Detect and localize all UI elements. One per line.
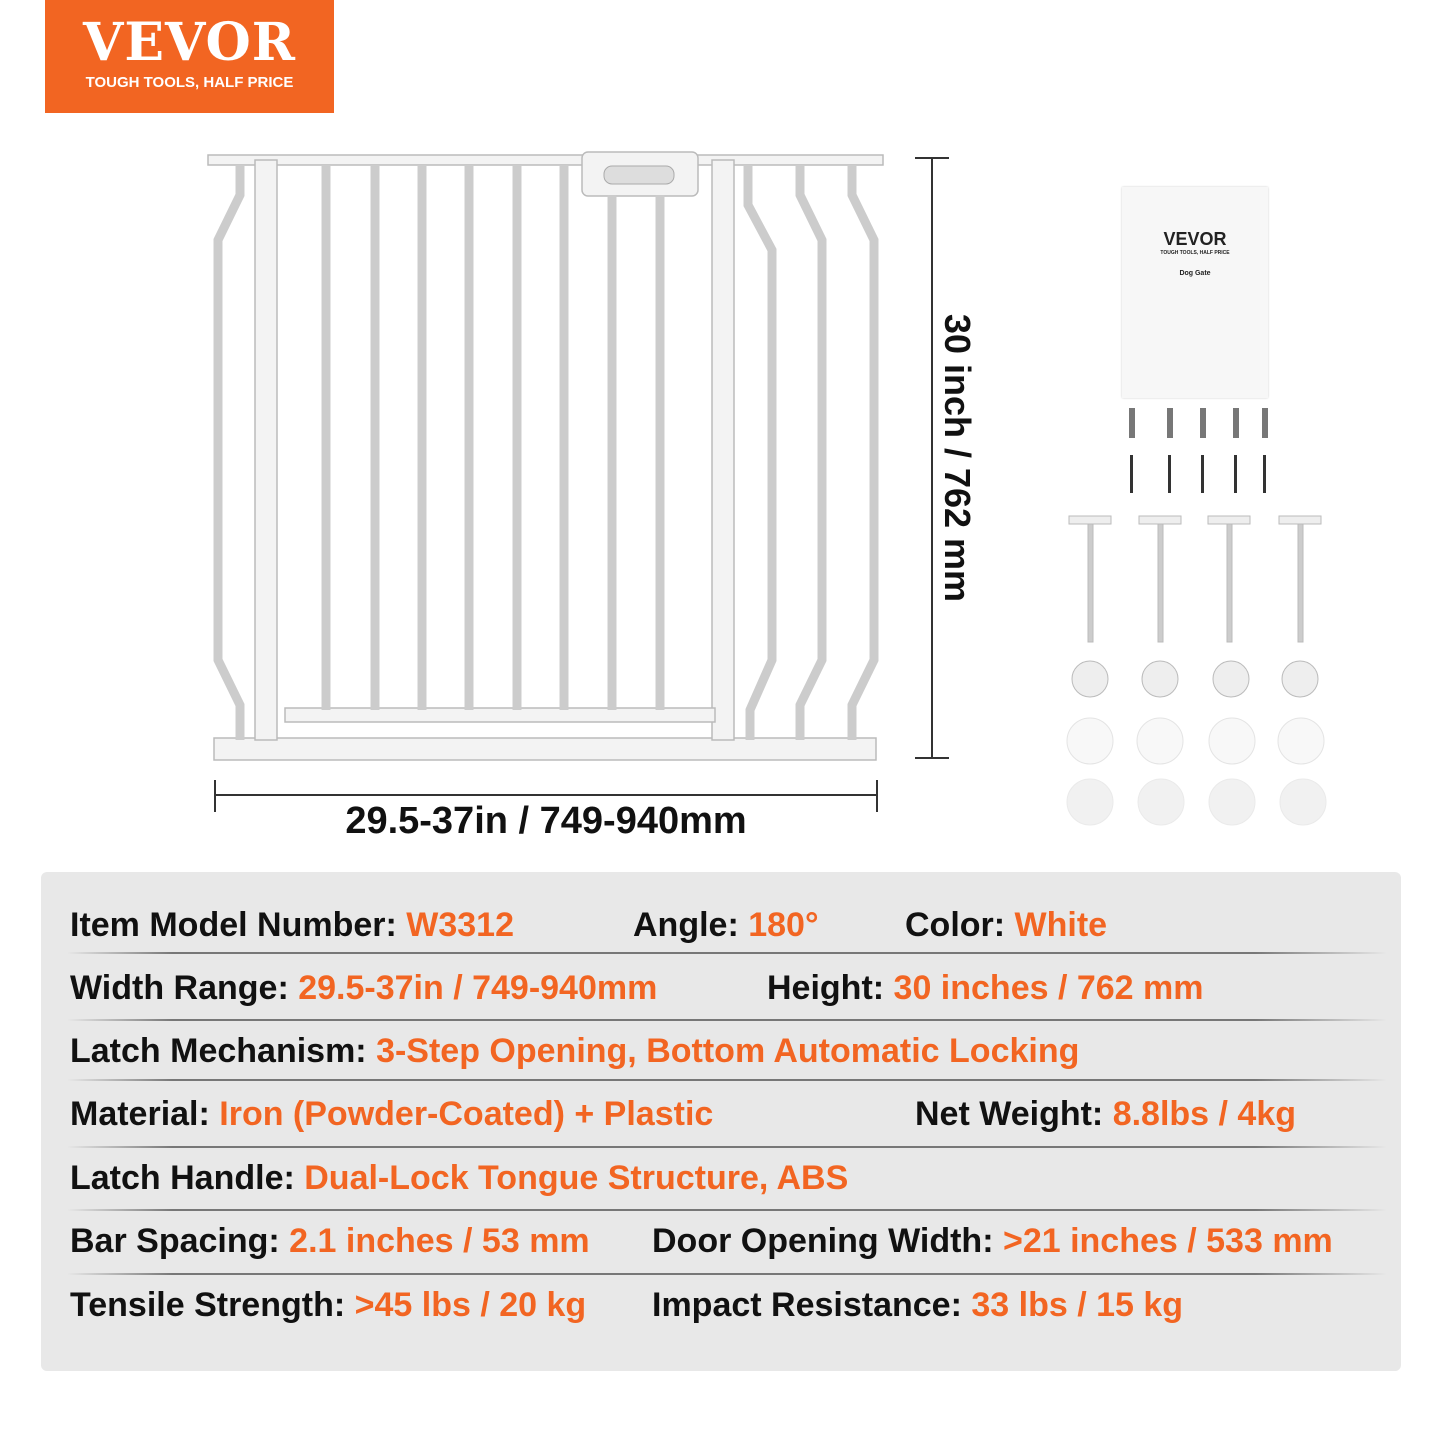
pressure-bolts <box>1066 515 1327 826</box>
spec-material: Material: Iron (Powder-Coated) + Plastic <box>70 1095 714 1133</box>
divider <box>67 1019 1387 1021</box>
manual-title: Dog Gate <box>1179 270 1211 277</box>
manual-brand: VEVOR <box>1163 229 1227 249</box>
manual-tagline: TOUGH TOOLS, HALF PRICE <box>1160 250 1230 256</box>
spec-tensile-strength: Tensile Strength: >45 lbs / 20 kg <box>70 1286 587 1324</box>
divider <box>67 1209 1387 1211</box>
spec-color: Color: White <box>905 906 1108 944</box>
spec-bar-spacing: Bar Spacing: 2.1 inches / 53 mm <box>70 1222 590 1260</box>
instruction-manual: VEVOR TOUGH TOOLS, HALF PRICE Dog Gate <box>1122 187 1268 398</box>
logo-brand: VEVOR <box>83 12 296 73</box>
spec-height: Height: 30 inches / 762 mm <box>767 969 1204 1007</box>
spec-net-weight: Net Weight: 8.8lbs / 4kg <box>915 1095 1297 1133</box>
divider <box>67 1079 1387 1081</box>
spec-latch-handle: Latch Handle: Dual-Lock Tongue Structure… <box>70 1159 849 1197</box>
screws-and-anchors <box>1129 408 1268 493</box>
divider <box>67 952 1387 954</box>
specifications-panel: Item Model Number: W3312 Angle: 180° Col… <box>41 872 1401 1371</box>
spec-door-opening-width: Door Opening Width: >21 inches / 533 mm <box>652 1222 1333 1260</box>
spec-latch-mechanism: Latch Mechanism: 3-Step Opening, Bottom … <box>70 1032 1080 1070</box>
height-dimension-label: 30 inch / 762 mm <box>937 313 978 603</box>
vevor-logo: VEVOR TOUGH TOOLS, HALF PRICE <box>45 0 334 113</box>
logo-tagline: TOUGH TOOLS, HALF PRICE <box>85 74 294 91</box>
spec-impact-resistance: Impact Resistance: 33 lbs / 15 kg <box>652 1286 1184 1324</box>
gate-illustration <box>207 151 1327 826</box>
spec-width-range: Width Range: 29.5-37in / 749-940mm <box>70 969 658 1007</box>
width-dimension-label: 29.5-37in / 749-940mm <box>345 800 747 842</box>
divider <box>67 1273 1387 1275</box>
spec-model: Item Model Number: W3312 <box>70 906 514 944</box>
spec-angle: Angle: 180° <box>633 906 819 944</box>
divider <box>67 1146 1387 1148</box>
